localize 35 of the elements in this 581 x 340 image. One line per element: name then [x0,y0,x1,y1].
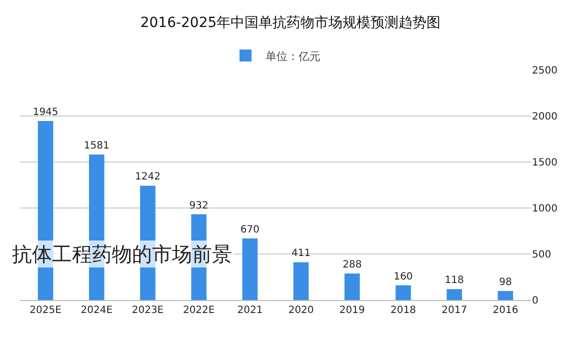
data-label: 160 [394,271,413,282]
x-tick-label: 2025E [30,305,62,316]
x-tick-label: 2016 [492,305,518,316]
legend-label: 单位：亿元 [266,50,320,63]
y-tick-label: 0 [532,296,538,306]
data-label: 411 [292,248,311,260]
y-tick-label: 500 [532,250,552,260]
data-label: 118 [444,275,464,286]
bar [446,289,462,300]
x-tick-label: 2021 [237,305,263,316]
data-label: 1581 [84,140,110,152]
bar [242,238,258,300]
x-tick-label: 2024E [80,305,113,316]
chart-title: 2016-2025年中国单抗药物市场规模预测趋势图 [140,14,441,31]
x-tick-label: 2020 [288,305,314,316]
y-tick-label: 1500 [532,158,558,168]
x-tick-label: 2019 [339,305,365,316]
bar [293,262,309,300]
y-tick-label: 2000 [532,112,558,122]
data-label: 1242 [135,172,160,183]
data-label: 98 [499,276,512,288]
x-tick-label: 2023E [132,305,164,316]
annotation: 抗体工程药物的市场前景 [12,242,232,266]
bar [344,274,360,300]
data-label: 932 [189,200,208,212]
y-tick-label: 1000 [532,204,558,214]
bar [498,290,514,300]
y-tick-label: 2500 [532,66,558,76]
data-label: 1945 [32,107,58,118]
data-label: 670 [240,224,260,236]
x-tick-label: 2022E [182,305,215,316]
data-label: 288 [342,260,362,270]
x-tick-label: 2017 [442,305,468,316]
bar [396,285,411,300]
x-tick-label: 2018 [390,305,416,316]
